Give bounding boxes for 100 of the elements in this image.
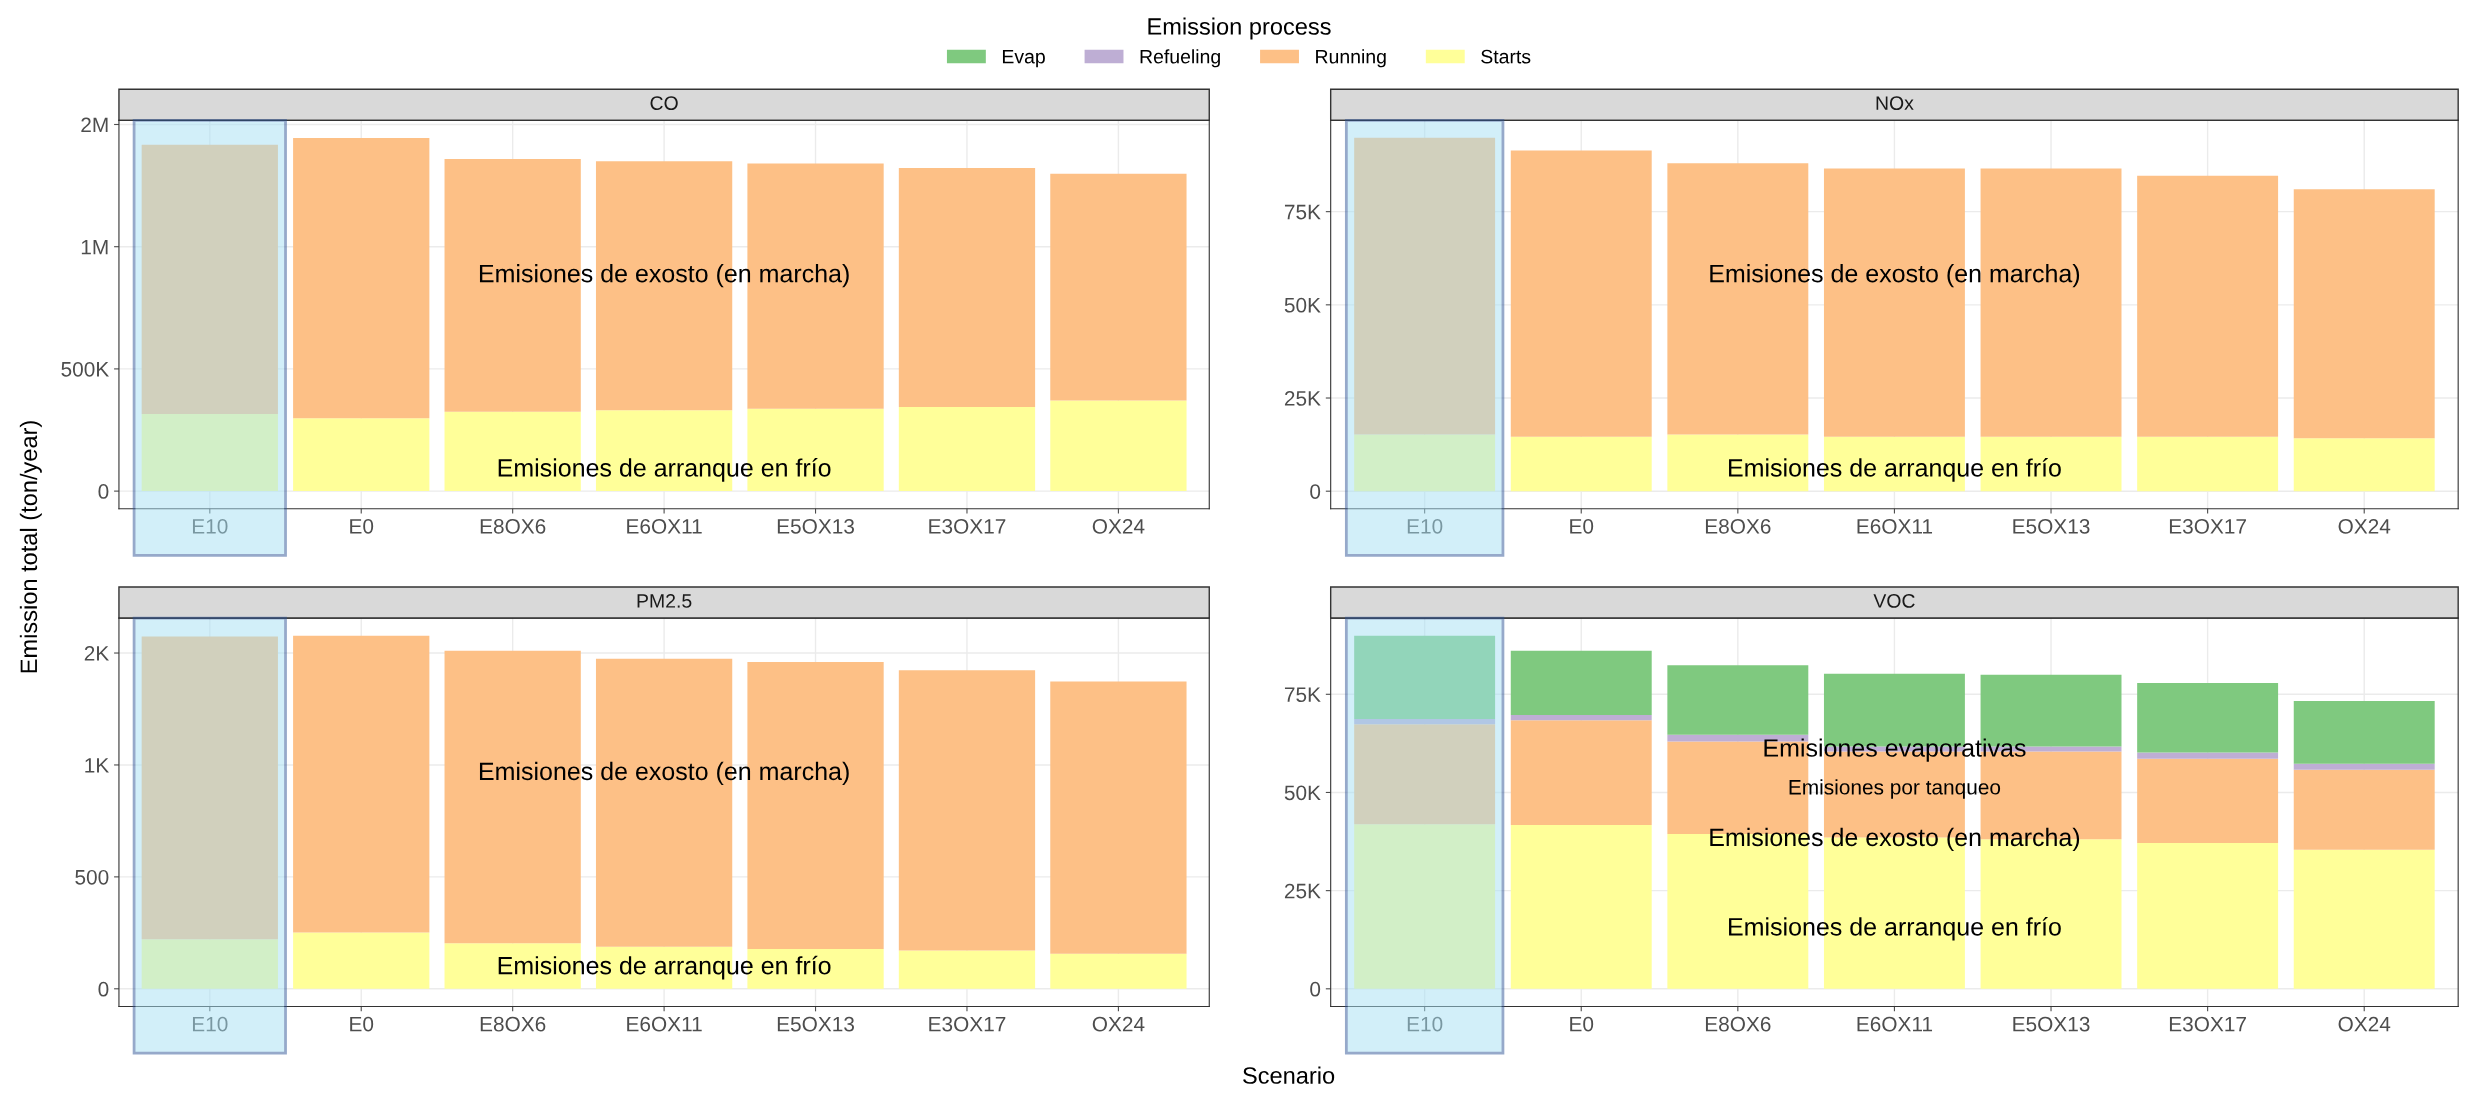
- y-tick-label: 0: [1310, 484, 1321, 499]
- x-tick-label: E0: [1570, 518, 1594, 534]
- bar: [2137, 175, 2279, 437]
- x-tick-label: E6OX11: [1857, 518, 1933, 534]
- bar: [1354, 434, 1496, 492]
- y-tick-label: 0: [98, 981, 109, 997]
- x-tick-label: E3OX17: [2169, 518, 2246, 534]
- legend-title: Emission process: [1148, 17, 1331, 40]
- y-tick-label: 0: [98, 484, 109, 499]
- bar: [1354, 635, 1496, 720]
- annotation: Emisiones de exosto (en marcha): [1710, 264, 2080, 288]
- x-tick-label: E5OX13: [2013, 1016, 2090, 1032]
- bar: [1050, 400, 1187, 492]
- bar: [898, 168, 1036, 408]
- bar: [1510, 150, 1652, 437]
- legend-label: Starts: [1481, 49, 1531, 64]
- x-tick-label: E0: [1570, 1016, 1594, 1032]
- bar: [141, 939, 278, 989]
- x-tick-label: E3OX17: [2169, 1016, 2246, 1032]
- bar: [2293, 438, 2435, 492]
- bar: [293, 932, 430, 989]
- x-tick-label: E10: [192, 1016, 228, 1032]
- bar: [2293, 189, 2435, 439]
- legend-label: Evap: [1002, 49, 1045, 68]
- annotation: Emisiones de arranque en frío: [1729, 917, 2061, 941]
- x-tick-label: E8OX6: [480, 518, 546, 534]
- chart-title: PM2.5: [637, 594, 692, 608]
- bar: [1050, 173, 1187, 401]
- x-tick-label: OX24: [2338, 1016, 2391, 1032]
- x-tick-label: E0: [350, 518, 374, 534]
- bar: [1050, 953, 1187, 989]
- bar: [898, 407, 1036, 492]
- bar: [2137, 752, 2279, 759]
- bar: [1510, 436, 1652, 492]
- x-tick-label: E3OX17: [929, 1016, 1006, 1032]
- x-tick-label: E5OX13: [777, 1016, 854, 1032]
- annotation: Emisiones evaporativas: [1764, 738, 2026, 762]
- x-tick-label: E6OX11: [1857, 1016, 1933, 1032]
- x-tick-label: E8OX6: [1705, 1016, 1771, 1032]
- x-tick-label: E5OX13: [2013, 518, 2090, 534]
- x-tick-label: E6OX11: [627, 1016, 702, 1032]
- x-tick-label: E8OX6: [480, 1016, 546, 1032]
- bar: [898, 670, 1036, 951]
- x-tick-label: E5OX13: [777, 518, 854, 534]
- x-tick-label: E3OX17: [929, 518, 1006, 534]
- bar: [1667, 665, 1809, 735]
- x-tick-label: E6OX11: [627, 518, 702, 534]
- bar: [2293, 769, 2435, 850]
- legend-label: Refueling: [1140, 49, 1220, 68]
- bar: [2137, 758, 2279, 844]
- bar: [898, 950, 1036, 989]
- x-axis-title: Scenario: [1243, 1066, 1335, 1084]
- x-tick-label: E10: [1407, 518, 1443, 534]
- y-axis-title: Emission total (ton/year): [19, 421, 42, 673]
- y-tick-label: 1K: [85, 758, 109, 773]
- y-tick-label: 50K: [1284, 785, 1321, 801]
- bar: [1354, 724, 1496, 825]
- y-tick-label: 0: [1310, 981, 1321, 997]
- bar: [1354, 719, 1496, 725]
- bar: [2137, 436, 2279, 492]
- bar: [1510, 720, 1652, 826]
- y-tick-label: 25K: [1284, 883, 1321, 899]
- annotation: Emisiones de exosto (en marcha): [1710, 827, 2080, 852]
- y-tick-label: 1M: [81, 239, 108, 255]
- y-tick-label: 50K: [1284, 297, 1321, 313]
- annotation: Emisiones de arranque en frío: [1729, 458, 2061, 482]
- bar: [141, 413, 278, 492]
- annotation: Emisiones de arranque en frío: [498, 955, 831, 980]
- bar: [2137, 682, 2279, 753]
- bar: [2293, 700, 2435, 764]
- x-tick-label: E10: [1407, 1016, 1443, 1032]
- bar: [1050, 681, 1187, 954]
- bar: [293, 137, 430, 419]
- y-tick-label: 500K: [61, 361, 109, 377]
- chart-title: NOx: [1876, 96, 1914, 111]
- annotation: Emisiones de exosto (en marcha): [479, 264, 849, 288]
- x-tick-label: E8OX6: [1705, 518, 1771, 534]
- bar: [1510, 650, 1652, 716]
- y-tick-label: 2K: [84, 646, 109, 661]
- bar: [293, 635, 430, 933]
- bar: [2293, 763, 2435, 770]
- bar: [1510, 825, 1652, 989]
- y-tick-label: 500: [75, 869, 109, 885]
- y-tick-label: 75K: [1284, 687, 1321, 703]
- legend-label: Running: [1316, 49, 1386, 68]
- bar: [293, 418, 430, 492]
- chart-title: VOC: [1873, 594, 1915, 608]
- chart-title: CO: [650, 96, 678, 111]
- y-tick-label: 25K: [1284, 391, 1321, 406]
- x-tick-label: OX24: [1092, 1016, 1145, 1032]
- x-tick-label: E0: [350, 1016, 374, 1032]
- y-tick-label: 75K: [1284, 204, 1321, 220]
- x-tick-label: OX24: [1092, 518, 1145, 534]
- x-tick-label: E10: [192, 518, 228, 534]
- y-tick-label: 2M: [81, 117, 108, 133]
- bar: [1510, 715, 1652, 721]
- bar: [2293, 849, 2435, 989]
- annotation: Emisiones de exosto (en marcha): [479, 761, 849, 786]
- bar: [2137, 843, 2279, 989]
- bar: [1980, 168, 2122, 437]
